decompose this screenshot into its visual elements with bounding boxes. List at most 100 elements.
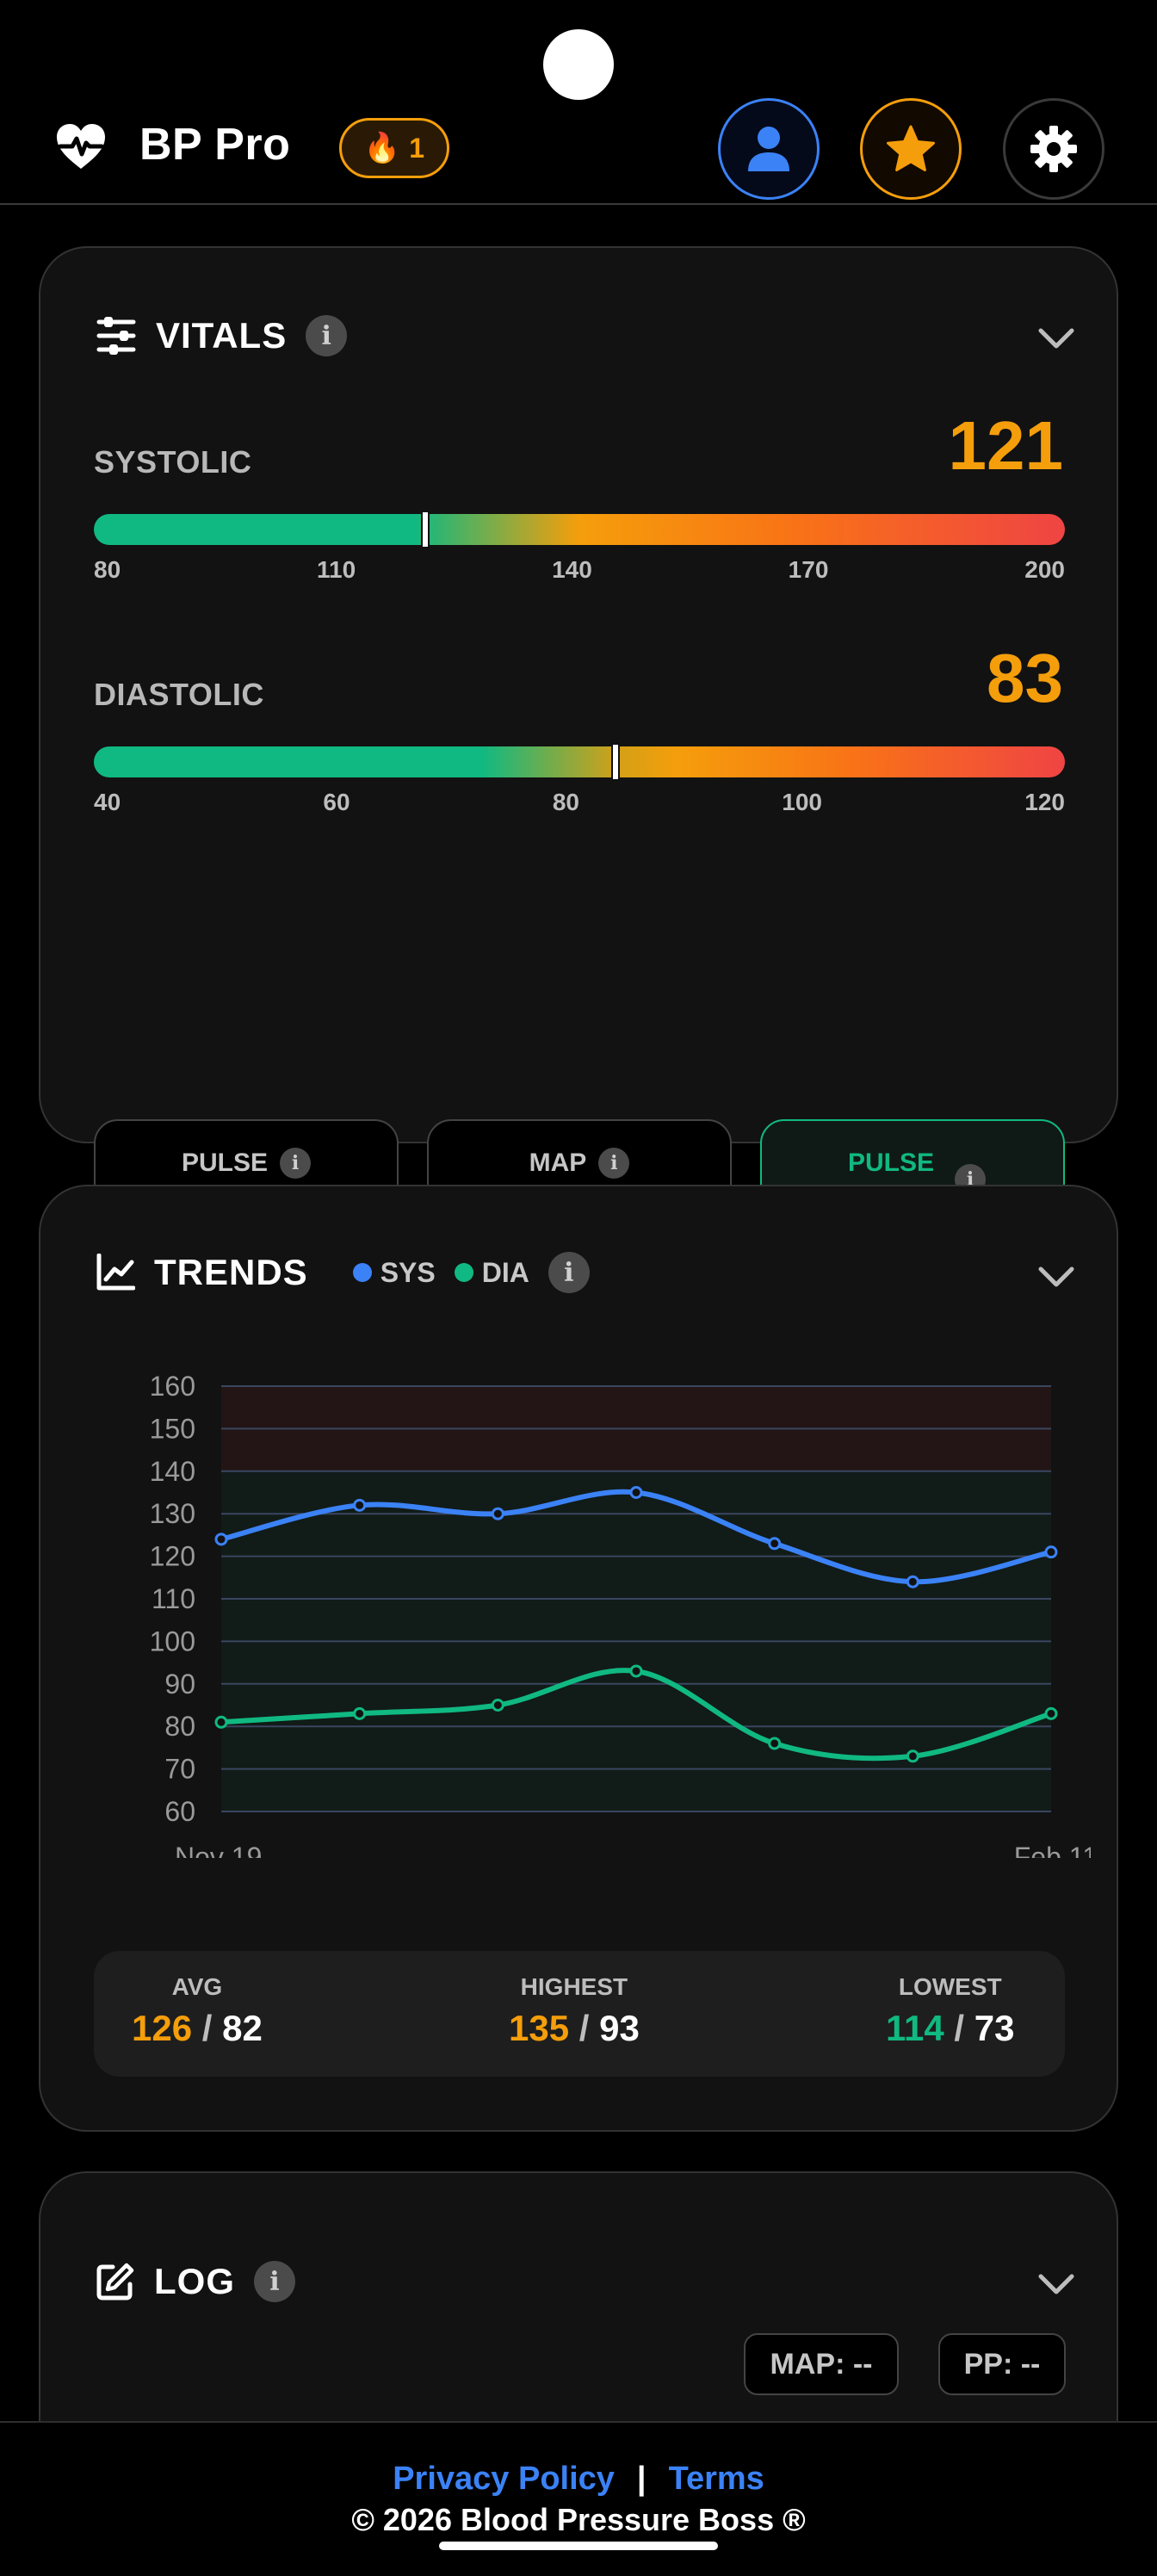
stat-avg: AVG 126 / 82 (132, 1973, 263, 2049)
tick-label: 200 (1024, 556, 1065, 583)
stat-lowest-dia: 73 (974, 2008, 1015, 2048)
info-icon[interactable]: i (254, 2261, 295, 2302)
systolic-value: 121 (948, 407, 1063, 484)
diastolic-range-bar (94, 743, 1065, 781)
y-tick-label: 120 (150, 1541, 195, 1572)
stat-avg-dia: 82 (222, 2008, 263, 2048)
sys-data-point (629, 1486, 643, 1499)
tick-label: 80 (94, 556, 121, 583)
y-tick-label: 80 (164, 1711, 195, 1742)
sys-data-point (353, 1498, 367, 1512)
pulse-label-row: PULSE i (96, 1147, 397, 1180)
sys-data-point (768, 1537, 782, 1551)
vitals-title: VITALS (156, 315, 288, 356)
sys-data-point (906, 1575, 919, 1588)
profile-button[interactable] (718, 98, 820, 200)
y-tick-label: 70 (164, 1754, 195, 1785)
info-icon[interactable]: i (306, 315, 348, 356)
y-tick-label: 100 (150, 1625, 195, 1656)
stat-highest-label: HIGHEST (520, 1973, 628, 2000)
tick-label: 80 (552, 789, 579, 815)
dia-data-point (906, 1749, 919, 1763)
dia-data-point (1044, 1706, 1058, 1720)
y-tick-label: 160 (150, 1371, 195, 1402)
chevron-down-icon[interactable] (1036, 1255, 1077, 1297)
info-icon[interactable]: i (598, 1148, 630, 1179)
sys-data-point (214, 1533, 228, 1546)
tick-label: 60 (323, 789, 350, 815)
vitals-card: VITALS i SYSTOLIC 121 80 110 140 170 200… (39, 246, 1118, 1338)
vitals-header[interactable]: VITALS i (96, 310, 348, 362)
info-icon[interactable]: i (280, 1148, 312, 1179)
diastolic-ticks: 40 60 80 100 120 (94, 789, 1065, 816)
premium-button[interactable] (860, 98, 962, 200)
stat-lowest: LOWEST 114 / 73 (886, 1973, 1015, 2049)
sliders-icon (96, 317, 136, 355)
privacy-link[interactable]: Privacy Policy (393, 2461, 615, 2497)
user-icon (748, 127, 789, 171)
y-tick-label: 130 (150, 1498, 195, 1529)
stat-avg-label: AVG (171, 1973, 223, 2000)
stat-separator: / (192, 2008, 223, 2048)
sys-dot (352, 1263, 372, 1282)
y-tick-label: 110 (152, 1583, 195, 1614)
x-tick-label: Nov 19 (175, 1842, 262, 1858)
legend-sys-label: SYS (380, 1256, 436, 1288)
trends-card: TRENDS SYS DIA i 160 150 140 130 120 110 100 90… (39, 1185, 1118, 2132)
dia-data-point (353, 1706, 367, 1720)
map-label: MAP (529, 1149, 587, 1177)
trends-title: TRENDS (154, 1252, 308, 1292)
trends-header[interactable]: TRENDS SYS DIA i (96, 1247, 590, 1298)
dia-data-point (214, 1715, 228, 1729)
terms-link[interactable]: Terms (668, 2461, 764, 2497)
dia-data-point (768, 1737, 782, 1750)
camera-cutout (543, 29, 614, 100)
heart-pulse-icon (57, 124, 105, 169)
home-indicator[interactable] (439, 2542, 718, 2550)
pp-pill: PP: -- (938, 2333, 1066, 2395)
footer: Privacy Policy | Terms © 2026 Blood Pressu… (0, 2421, 1157, 2576)
app-title: BP Pro (139, 120, 291, 170)
trend-chart: 160 150 140 130 120 110 100 90 80 70 60 Nov 19 Feb 1… (150, 1371, 1091, 1858)
y-tick-label: 150 (150, 1413, 195, 1444)
log-header[interactable]: LOG i (96, 2256, 295, 2307)
dia-data-point (629, 1664, 643, 1678)
map-label-row: MAP i (429, 1147, 730, 1180)
streak-count: 1 (409, 132, 425, 164)
stat-highest-dia: 93 (599, 2008, 640, 2048)
dia-data-point (491, 1699, 504, 1712)
flame-icon: 🔥 (363, 132, 401, 164)
stat-highest-sys: 135 (509, 2008, 570, 2048)
diastolic-label: DIASTOLIC (94, 677, 264, 712)
log-title: LOG (154, 2261, 235, 2301)
settings-button[interactable] (1003, 98, 1104, 200)
systolic-label: SYSTOLIC (94, 444, 252, 480)
x-tick-label: Feb 11 (1014, 1842, 1091, 1858)
map-pill: MAP: -- (744, 2333, 899, 2395)
diastolic-marker (611, 743, 621, 781)
star-icon (887, 125, 935, 171)
systolic-marker (421, 511, 430, 548)
chevron-down-icon[interactable] (1036, 2263, 1077, 2304)
stat-lowest-label: LOWEST (898, 1973, 1002, 2000)
chevron-down-icon[interactable] (1036, 317, 1077, 358)
info-icon[interactable]: i (548, 1252, 590, 1293)
systolic-ticks: 80 110 140 170 200 (94, 556, 1065, 584)
footer-links: Privacy Policy | Terms (0, 2461, 1157, 2498)
sys-data-point (1044, 1545, 1058, 1559)
tick-label: 40 (94, 789, 121, 815)
gear-icon (1030, 126, 1077, 172)
y-tick-label: 60 (164, 1796, 195, 1827)
diastolic-value: 83 (987, 640, 1063, 716)
dia-dot (454, 1263, 473, 1282)
stat-highest: HIGHEST 135 / 93 (509, 1973, 640, 2049)
y-tick-label: 90 (164, 1669, 195, 1700)
copyright: © 2026 Blood Pressure Boss ® (351, 2502, 806, 2537)
tick-label: 140 (552, 556, 592, 583)
streak-badge[interactable]: 🔥 1 (339, 118, 449, 178)
tick-label: 100 (782, 789, 822, 815)
stat-lowest-sys: 114 (886, 2008, 944, 2048)
tick-label: 110 (317, 556, 356, 583)
edit-icon (96, 2263, 134, 2300)
line-chart-icon (96, 1254, 135, 1291)
